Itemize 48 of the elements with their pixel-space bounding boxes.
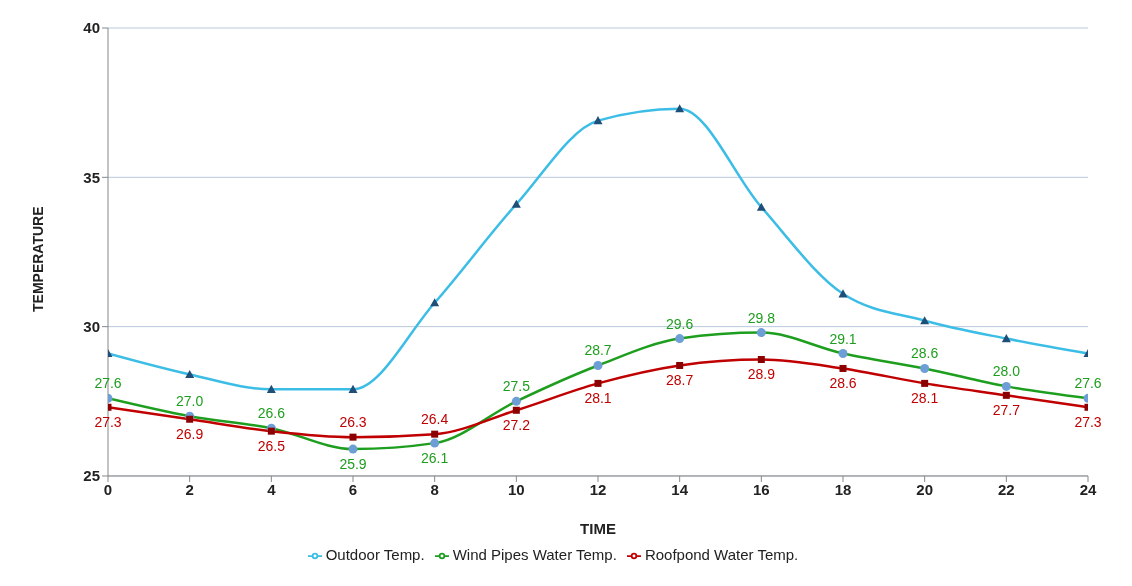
x-tick-label: 4 <box>267 480 277 498</box>
x-tick-label: 10 <box>507 480 525 498</box>
data-label: 25.9 <box>339 456 367 473</box>
data-label: 28.6 <box>829 375 857 392</box>
data-label: 27.6 <box>94 375 122 392</box>
x-tick-label: 0 <box>103 480 113 498</box>
data-label: 27.3 <box>1074 414 1102 431</box>
x-tick-label: 24 <box>1079 480 1097 498</box>
x-tick-label: 20 <box>916 480 934 498</box>
data-label: 26.6 <box>257 405 286 422</box>
data-label: 29.1 <box>829 330 857 347</box>
data-label: 27.2 <box>502 417 531 434</box>
data-label: 27.3 <box>94 414 122 431</box>
data-label: 27.0 <box>176 393 204 410</box>
y-tick-label: 40 <box>83 19 100 37</box>
x-tick-label: 16 <box>752 480 770 498</box>
data-label: 28.1 <box>911 390 939 407</box>
data-label: 26.1 <box>421 450 449 467</box>
y-tick-label: 30 <box>83 317 100 335</box>
data-label: 27.7 <box>992 402 1021 419</box>
data-label: 26.5 <box>257 438 286 455</box>
legend-label: Roofpond Water Temp. <box>644 545 799 563</box>
y-tick-label: 25 <box>83 467 100 485</box>
data-label: 29.6 <box>666 315 694 332</box>
y-axis-title: TEMPERATURE <box>29 206 46 312</box>
data-label: 26.4 <box>421 411 449 428</box>
data-label: 27.6 <box>1074 375 1102 392</box>
data-label: 29.8 <box>747 309 776 326</box>
x-tick-label: 18 <box>834 480 852 498</box>
data-label: 28.0 <box>992 363 1021 380</box>
legend-label: Wind Pipes Water Temp. <box>452 545 617 563</box>
data-label: 26.9 <box>176 426 204 443</box>
data-label: 26.3 <box>339 414 367 431</box>
data-label: 27.5 <box>502 378 531 395</box>
x-axis-title: TIME <box>580 519 616 537</box>
data-label: 28.6 <box>911 345 939 362</box>
data-label: 28.1 <box>584 390 612 407</box>
data-label: 28.9 <box>747 366 776 383</box>
x-tick-label: 8 <box>430 480 439 498</box>
data-label: 28.7 <box>666 372 694 389</box>
x-tick-label: 12 <box>589 480 607 498</box>
data-label: 28.7 <box>584 342 612 359</box>
x-tick-label: 6 <box>348 480 358 498</box>
x-tick-label: 22 <box>997 480 1015 498</box>
x-tick-label: 14 <box>671 480 689 498</box>
legend-label: Outdoor Temp. <box>325 545 425 563</box>
y-tick-label: 35 <box>83 168 100 186</box>
x-tick-label: 2 <box>185 480 194 498</box>
